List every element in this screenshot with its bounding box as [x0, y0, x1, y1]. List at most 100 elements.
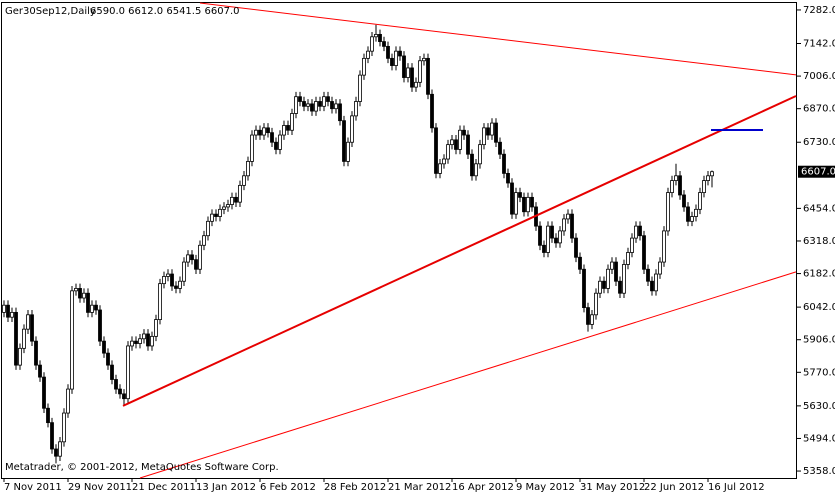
- candle-body: [22, 328, 26, 349]
- candle-body: [434, 127, 438, 174]
- candle-body: [650, 280, 654, 292]
- candle-body: [2, 304, 6, 313]
- candle-body: [478, 144, 482, 165]
- candle-body: [386, 45, 390, 59]
- candle-body: [154, 319, 158, 337]
- candle-body: [206, 220, 210, 237]
- candle-body: [462, 129, 466, 136]
- x-tick-label: 21 Mar 2012: [388, 482, 451, 493]
- candle-body: [630, 237, 634, 253]
- candle-body: [218, 208, 222, 217]
- candle-body: [526, 196, 530, 213]
- candle-body: [158, 283, 162, 320]
- candle-body: [82, 292, 86, 299]
- candle-body: [34, 340, 38, 366]
- candle-body: [274, 141, 278, 150]
- candle-body: [166, 273, 170, 277]
- candle-body: [294, 96, 298, 114]
- candle-body: [102, 340, 106, 354]
- candle-body: [546, 225, 550, 253]
- candle-body: [14, 311, 18, 366]
- candle-body: [194, 259, 198, 270]
- candle-body: [58, 441, 62, 457]
- trend-line: [122, 95, 797, 407]
- candle-body: [6, 304, 10, 318]
- candle-body: [230, 196, 234, 205]
- candle-body: [266, 127, 270, 134]
- trend-line: [139, 271, 797, 479]
- candle-body: [518, 192, 522, 198]
- candle-body: [10, 311, 14, 318]
- x-tick-label: 29 Nov 2011: [68, 482, 132, 493]
- y-tick-label: 5906.0: [803, 335, 835, 346]
- candle-body: [438, 163, 442, 174]
- candle-body: [610, 261, 614, 270]
- y-tick-label: 5770.0: [803, 367, 835, 378]
- candle-body: [118, 388, 122, 395]
- candle-body: [686, 206, 690, 222]
- candle-body: [46, 407, 50, 424]
- candle-body: [30, 314, 34, 342]
- candle-body: [418, 60, 422, 83]
- candle-body: [94, 304, 98, 311]
- y-tick-label: 7006.0: [803, 71, 835, 82]
- candle-body: [250, 134, 254, 162]
- candle-body: [342, 120, 346, 162]
- candle-body: [698, 192, 702, 210]
- candle-body: [570, 213, 574, 239]
- candle-body: [574, 237, 578, 258]
- candle-body: [398, 50, 402, 57]
- candle-body: [482, 127, 486, 146]
- candle-body: [110, 364, 114, 380]
- candle-body: [446, 144, 450, 160]
- candle-body: [278, 134, 282, 150]
- candle-body: [306, 103, 310, 107]
- candle-body: [678, 175, 682, 196]
- candle-body: [562, 218, 566, 232]
- candle-body: [654, 273, 658, 292]
- candle-body: [522, 196, 526, 213]
- candle-body: [66, 388, 70, 414]
- candle-body: [334, 103, 338, 110]
- candle-body: [498, 141, 502, 155]
- candle-body: [490, 122, 494, 136]
- candle-body: [86, 292, 90, 313]
- candle-body: [346, 141, 350, 162]
- candle-body: [690, 216, 694, 222]
- plot-area: [2, 2, 797, 479]
- candle-body: [262, 127, 266, 136]
- candle-body: [662, 230, 666, 263]
- candle-body: [122, 393, 126, 400]
- candle-body: [602, 280, 606, 289]
- candle-body: [302, 101, 306, 107]
- candle-body: [442, 158, 446, 165]
- candle-body: [642, 235, 646, 270]
- candle-body: [50, 422, 54, 450]
- candle-body: [354, 101, 358, 117]
- plot-frame: [1, 2, 797, 479]
- candle-body: [638, 225, 642, 237]
- x-tick-label: 31 May 2012: [580, 482, 645, 493]
- candle-body: [598, 280, 602, 294]
- y-tick-label: 7142.0: [803, 39, 835, 50]
- candle-body: [286, 125, 290, 131]
- candle-body: [530, 196, 534, 208]
- candle-body: [314, 101, 318, 112]
- candle-body: [254, 129, 258, 136]
- y-tick-label: 7282.0: [803, 5, 835, 16]
- candle-body: [170, 273, 174, 287]
- candle-body: [494, 122, 498, 143]
- candle-body: [62, 412, 66, 443]
- candle-body: [146, 333, 150, 347]
- candle-body: [578, 256, 582, 270]
- candle-body: [246, 161, 250, 177]
- candle-body: [486, 127, 490, 136]
- candle-body: [414, 81, 418, 88]
- candle-body: [330, 101, 334, 110]
- y-tick-label: 6182.0: [803, 269, 835, 280]
- x-tick-label: 13 Jan 2012: [196, 482, 256, 493]
- candle-body: [298, 96, 302, 102]
- candle-body: [458, 129, 462, 150]
- y-tick-label: 6870.0: [803, 104, 835, 115]
